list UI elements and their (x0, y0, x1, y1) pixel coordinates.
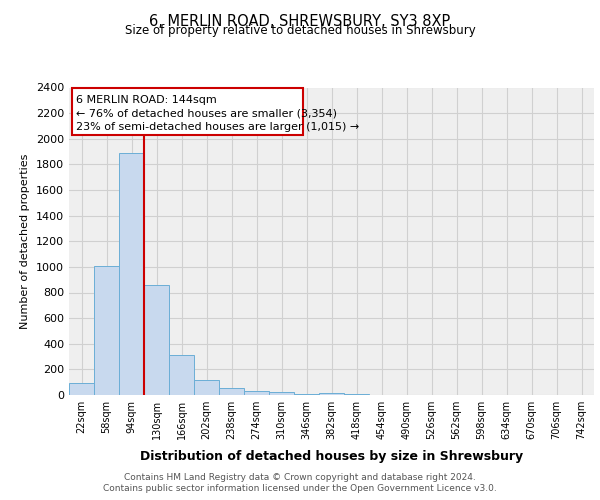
Bar (269, 392, 294, 395)
Bar (144, 285, 169, 395)
Text: Size of property relative to detached houses in Shrewsbury: Size of property relative to detached ho… (125, 24, 475, 37)
Bar (344, 394, 369, 395)
Text: Contains HM Land Registry data © Crown copyright and database right 2024.: Contains HM Land Registry data © Crown c… (124, 472, 476, 482)
Text: ← 76% of detached houses are smaller (3,354): ← 76% of detached houses are smaller (3,… (76, 108, 337, 118)
Text: 6, MERLIN ROAD, SHREWSBURY, SY3 8XP: 6, MERLIN ROAD, SHREWSBURY, SY3 8XP (149, 14, 451, 29)
Bar (119, 153, 144, 395)
X-axis label: Distribution of detached houses by size in Shrewsbury: Distribution of detached houses by size … (140, 450, 523, 464)
Bar (69, 384, 94, 395)
Bar (319, 392, 344, 395)
Text: 6 MERLIN ROAD: 144sqm: 6 MERLIN ROAD: 144sqm (76, 95, 217, 105)
Bar (219, 388, 244, 395)
Text: 23% of semi-detached houses are larger (1,015) →: 23% of semi-detached houses are larger (… (76, 122, 359, 132)
Bar (169, 354, 194, 395)
Y-axis label: Number of detached properties: Number of detached properties (20, 154, 31, 329)
Bar (244, 390, 269, 395)
Bar (94, 266, 119, 395)
FancyBboxPatch shape (71, 88, 302, 135)
Bar (294, 394, 319, 395)
Bar (194, 380, 219, 395)
Text: Contains public sector information licensed under the Open Government Licence v3: Contains public sector information licen… (103, 484, 497, 493)
